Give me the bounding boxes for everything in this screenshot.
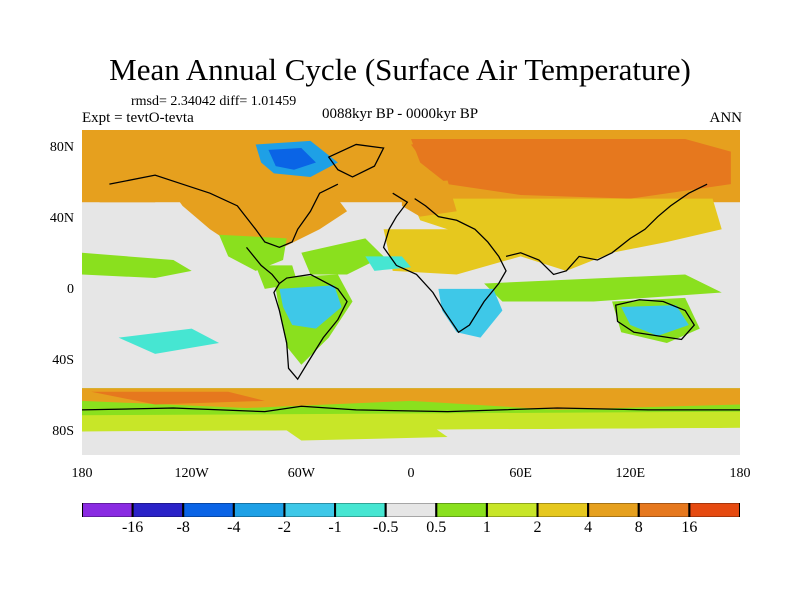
lon-label: 0 <box>407 466 415 481</box>
lon-label: 180 <box>729 466 751 481</box>
colorbar-swatch <box>283 503 337 517</box>
colorbar-swatch <box>485 503 539 517</box>
southern-ocean-warm <box>82 388 740 410</box>
lon-label: 60E <box>509 466 532 481</box>
eurasia-region <box>411 198 722 271</box>
siberia-warm-region <box>411 139 731 199</box>
colorbar-label: -1 <box>328 519 342 536</box>
north-america-coast <box>109 174 339 249</box>
colorbar-label: -16 <box>121 519 144 536</box>
indian-ocean-green <box>484 274 722 302</box>
colorbar-swatch <box>587 503 640 517</box>
colorbar-label: 4 <box>584 519 593 536</box>
colorbar-swatch <box>232 503 286 517</box>
antarctic-interior <box>82 427 740 455</box>
south-america-cool <box>279 285 342 329</box>
lat-label: 40N <box>49 211 74 226</box>
colorbar-label: 1 <box>482 519 491 536</box>
colorbar-swatch <box>637 503 691 517</box>
colorbar <box>82 503 740 517</box>
north-america-region <box>164 175 348 260</box>
colorbar-label: -0.5 <box>373 519 399 536</box>
europe-region <box>401 180 457 217</box>
colorbar-swatch <box>334 503 387 517</box>
temperature-map <box>82 130 740 455</box>
colorbar-swatch <box>688 503 740 517</box>
north-atlantic-warm-region <box>411 139 494 181</box>
north-pacific-region <box>82 151 183 203</box>
australia-cool <box>621 305 689 336</box>
asia-coast <box>505 183 708 276</box>
canada-cool-center <box>268 148 316 170</box>
europe-africa-coast <box>382 192 507 334</box>
colorbar-label: -8 <box>176 519 190 536</box>
australia-coast <box>615 299 696 341</box>
colorbar-label: -4 <box>227 519 241 536</box>
antarctic-coast-yellow <box>82 411 740 432</box>
lat-label: 0 <box>67 282 74 297</box>
central-america-coast <box>246 246 280 284</box>
colorbar-swatch <box>82 503 134 517</box>
colorbar-swatch <box>182 503 235 517</box>
chart-title: Mean Annual Cycle (Surface Air Temperatu… <box>109 52 691 87</box>
experiment-label: Expt = tevtO-tevta <box>82 110 194 126</box>
coastlines <box>82 143 740 413</box>
colorbar-swatch <box>131 503 185 517</box>
period-label: 0088kyr BP - 0000kyr BP <box>322 106 479 122</box>
season-label: ANN <box>709 110 743 126</box>
south-pacific-cool <box>118 328 220 354</box>
south-america-coast <box>273 273 348 381</box>
tropical-atlantic-green <box>301 238 384 275</box>
colorbar-label: 0.5 <box>426 519 447 536</box>
colorbar-swatch <box>384 503 438 517</box>
pacific-green-band <box>82 252 192 279</box>
stats-text: rmsd= 2.34042 diff= 1.01459 <box>131 94 297 109</box>
lon-label: 180 <box>71 466 93 481</box>
colorbar-label: -2 <box>277 519 292 536</box>
lon-label: 120W <box>174 466 209 481</box>
lat-label: 40S <box>52 353 74 368</box>
colorbar-swatch <box>536 503 590 517</box>
southern-ocean-hot <box>91 391 265 405</box>
colorbar-label: 16 <box>681 519 698 536</box>
lat-label: 80S <box>52 424 74 439</box>
greenland-coast <box>327 143 385 178</box>
colorbar-swatch <box>435 503 488 517</box>
colorbar-label: 2 <box>533 519 542 536</box>
lat-label: 80N <box>49 140 74 155</box>
antarctic-yellow-patch <box>283 424 448 441</box>
lon-label: 60W <box>287 466 315 481</box>
colorbar-label: 8 <box>634 519 643 536</box>
lon-label: 120E <box>615 466 646 481</box>
antarctica-coast <box>82 405 740 413</box>
